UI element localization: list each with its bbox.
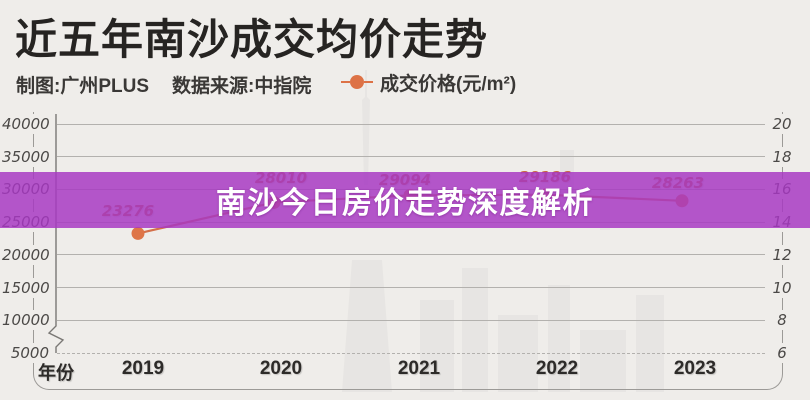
secondary-axis-tick-label: 20 bbox=[767, 114, 797, 134]
grid-line bbox=[57, 287, 765, 289]
legend-label: 成交价格(元/m²) bbox=[380, 73, 517, 95]
y-axis-tick-label: 10000 bbox=[2, 310, 50, 331]
headline-banner-text: 南沙今日房价走势深度解析 bbox=[216, 187, 594, 220]
y-axis-line bbox=[47, 114, 65, 353]
x-axis-year-label: 2019 bbox=[121, 358, 165, 379]
y-axis-tick-label: 40000 bbox=[2, 114, 50, 134]
legend: 成交价格(元/m²) bbox=[341, 71, 517, 95]
secondary-axis-tick-label: 8 bbox=[767, 310, 797, 331]
line-dot-legend-icon bbox=[341, 71, 373, 93]
x-axis-year-label: 2020 bbox=[259, 358, 303, 379]
grid-line bbox=[57, 352, 765, 354]
y-axis-tick-label: 5000 bbox=[2, 343, 49, 363]
page-title: 近五年南沙成交均价走势 bbox=[15, 15, 489, 64]
grid-line bbox=[57, 254, 765, 256]
x-axis-title: 年份 bbox=[38, 363, 74, 383]
x-axis-year-label: 2023 bbox=[673, 358, 717, 379]
grid-line bbox=[57, 319, 765, 321]
y-axis-tick-label: 35000 bbox=[2, 146, 50, 167]
data-source: 数据来源:中指院 bbox=[172, 76, 312, 97]
y-axis-tick-label: 20000 bbox=[2, 244, 50, 265]
chart-credit: 制图:广州PLUS bbox=[16, 76, 150, 97]
data-point bbox=[131, 226, 145, 240]
secondary-axis-tick-label: 6 bbox=[767, 343, 797, 363]
secondary-axis-tick-label: 18 bbox=[767, 146, 797, 167]
y-axis-tick-label: 15000 bbox=[2, 277, 50, 298]
secondary-axis-tick-label: 12 bbox=[767, 244, 797, 265]
x-axis-year-label: 2022 bbox=[535, 358, 579, 379]
headline-banner: 南沙今日房价走势深度解析 bbox=[0, 172, 810, 228]
secondary-axis-tick-label: 10 bbox=[767, 277, 797, 298]
grid-line bbox=[57, 123, 765, 125]
grid-line bbox=[57, 156, 765, 158]
x-axis-year-label: 2021 bbox=[397, 358, 441, 379]
